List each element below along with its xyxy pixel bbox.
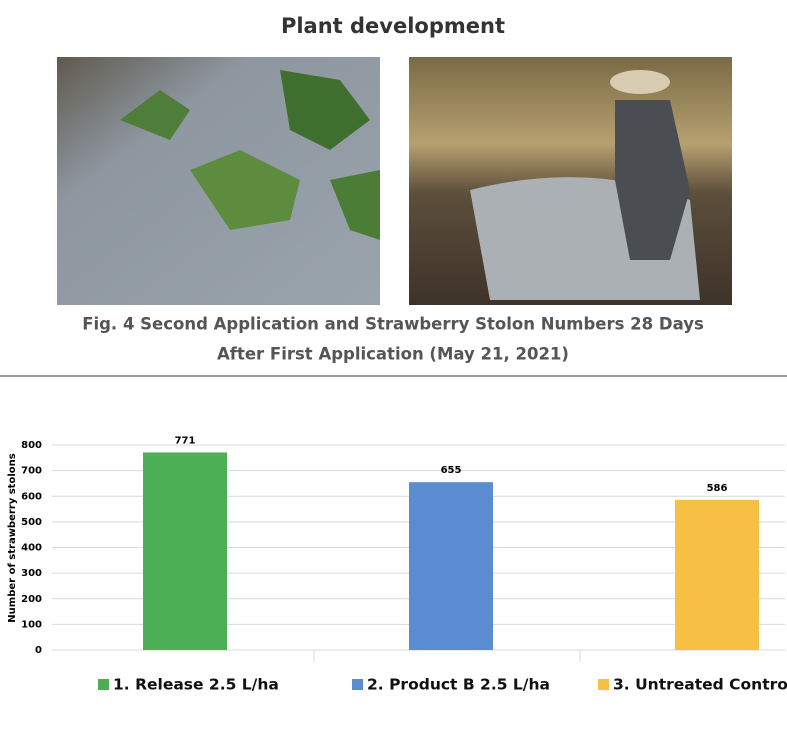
photo-right (409, 57, 732, 305)
y-tick-label: 700 (21, 466, 42, 477)
data-label: 771 (175, 435, 196, 446)
legend-label: 1. Release 2.5 L/ha (113, 676, 279, 694)
bar (409, 482, 493, 650)
y-tick-label: 500 (21, 517, 42, 528)
legend-swatch (598, 679, 609, 690)
y-tick-label: 800 (21, 440, 42, 451)
legend-label: 2. Product B 2.5 L/ha (367, 676, 550, 694)
legend-swatch (352, 679, 363, 690)
data-label: 655 (441, 465, 462, 476)
bar (143, 452, 227, 650)
y-tick-label: 0 (35, 645, 42, 656)
y-tick-label: 100 (21, 619, 42, 630)
y-tick-label: 400 (21, 543, 42, 554)
caption-line: Fig. 4 Second Application and Strawberry… (82, 315, 704, 334)
y-tick-label: 300 (21, 568, 42, 579)
photo-left (57, 57, 380, 305)
y-axis-label: Number of strawberry stolons (7, 453, 18, 622)
page-title: Plant development (281, 14, 505, 38)
bar (675, 499, 759, 650)
legend-label: 3. Untreated Control (613, 676, 787, 694)
y-tick-label: 600 (21, 491, 42, 502)
data-label: 586 (707, 483, 728, 494)
caption-line: After First Application (May 21, 2021) (217, 345, 569, 364)
legend-swatch (98, 679, 109, 690)
y-tick-label: 200 (21, 594, 42, 605)
